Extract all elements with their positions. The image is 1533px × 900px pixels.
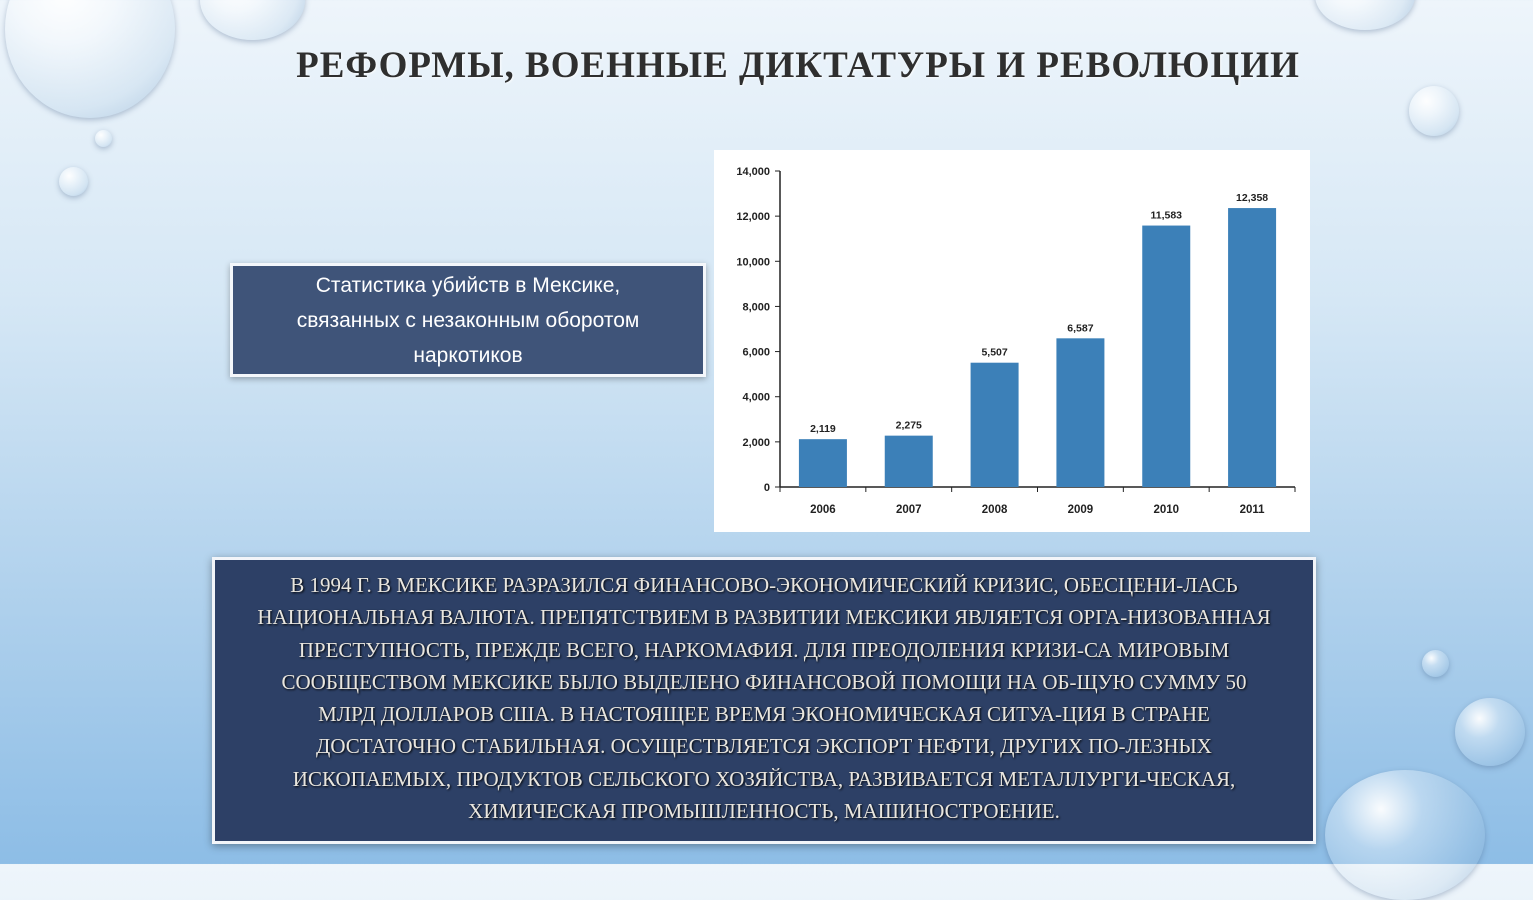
body-line: ПРЕСТУПНОСТЬ, ПРЕЖДЕ ВСЕГО, НАРКОМАФИЯ. … — [298, 637, 1230, 662]
body-line: ХИМИЧЕСКАЯ ПРОМЫШЛЕННОСТЬ, МАШИНОСТРОЕНИ… — [468, 799, 1060, 824]
bar — [1142, 225, 1191, 487]
data-label: 5,507 — [981, 347, 1007, 359]
x-tick-label: 2010 — [1153, 504, 1179, 516]
caption-line: связанных с незаконным оборотом — [296, 308, 640, 332]
body-line: ИСКОПАЕМЫХ, ПРОДУКТОВ СЕЛЬСКОГО ХОЗЯЙСТВ… — [292, 766, 1236, 791]
body-line: ДОСТАТОЧНО СТАБИЛЬНАЯ. ОСУЩЕСТВЛЯЕТСЯ ЭК… — [316, 734, 1212, 759]
x-tick-label: 2008 — [982, 504, 1008, 516]
y-tick-label: 2,000 — [742, 437, 770, 449]
decorative-bubble — [1315, 0, 1415, 30]
body-line: СООБЩЕСТВОМ МЕКСИКЕ БЫЛО ВЫДЕЛЕНО ФИНАНС… — [281, 669, 1247, 694]
bar — [798, 439, 847, 487]
bar — [1056, 338, 1105, 487]
bar — [884, 435, 933, 487]
y-tick-label: 8,000 — [742, 301, 770, 313]
bar-chart-svg: 0 2,000 4,000 6,000 8,000 10,000 12,000 14,000 2… — [736, 166, 1296, 516]
data-label: 11,583 — [1150, 210, 1182, 222]
y-tick-label: 4,000 — [742, 392, 770, 404]
caption-line: Статистика убийств в Мексике, — [315, 273, 621, 297]
x-tick-label: 2011 — [1240, 504, 1266, 516]
x-tick-label: 2007 — [896, 504, 922, 516]
y-tick-label: 12,000 — [736, 211, 770, 223]
bar — [1228, 208, 1277, 487]
data-label: 12,358 — [1236, 192, 1268, 204]
bar — [970, 362, 1019, 487]
x-tick-label: 2009 — [1068, 504, 1094, 516]
body-text-box: В 1994 Г. В МЕКСИКЕ РАЗРАЗИЛСЯ ФИНАНСОВО… — [212, 557, 1316, 844]
body-line: МЛРД ДОЛЛАРОВ США. В НАСТОЯЩЕЕ ВРЕМЯ ЭКО… — [318, 702, 1210, 727]
y-tick-label: 0 — [764, 482, 770, 494]
x-tick-label: 2006 — [810, 504, 836, 516]
data-label: 6,587 — [1067, 322, 1093, 334]
decorative-bubble — [59, 167, 88, 196]
decorative-bubble — [1325, 770, 1485, 900]
slide-title: РЕФОРМЫ, ВОЕННЫЕ ДИКТАТУРЫ И РЕВОЛЮЦИИ — [296, 45, 1300, 86]
y-tick-label: 10,000 — [736, 256, 770, 268]
decorative-bubble — [1409, 86, 1459, 136]
bar-chart: 0 2,000 4,000 6,000 8,000 10,000 12,000 14,000 2… — [714, 150, 1310, 532]
body-line: В 1994 Г. В МЕКСИКЕ РАЗРАЗИЛСЯ ФИНАНСОВО… — [290, 573, 1238, 597]
decorative-bubble — [1455, 698, 1525, 766]
chart-caption-box: Статистика убийств в Мексике, связанных … — [230, 263, 706, 377]
y-tick-label: 14,000 — [736, 166, 770, 178]
body-line: НАЦИОНАЛЬНАЯ ВАЛЮТА. ПРЕПЯТСТВИЕМ В РАЗВ… — [257, 605, 1271, 630]
decorative-bubble — [95, 130, 112, 147]
y-tick-label: 6,000 — [742, 347, 770, 359]
caption-line: наркотиков — [413, 343, 523, 367]
decorative-bubble — [200, 0, 305, 40]
decorative-bubble — [1422, 650, 1449, 677]
data-label: 2,119 — [810, 423, 836, 435]
data-label: 2,275 — [896, 420, 922, 432]
